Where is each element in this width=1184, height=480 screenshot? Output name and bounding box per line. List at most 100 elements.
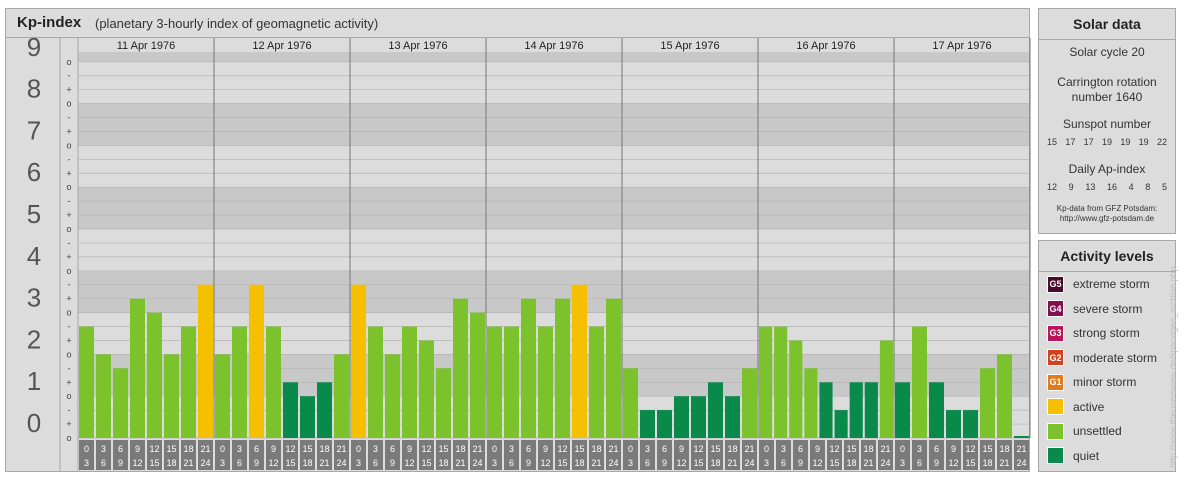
interval-end-label: 15 bbox=[965, 458, 975, 468]
sunspot-label: Sunspot number bbox=[1062, 117, 1152, 131]
interval-cell bbox=[130, 440, 145, 470]
kp-bar bbox=[164, 354, 179, 438]
kp-bar bbox=[470, 312, 485, 438]
interval-start-label: 6 bbox=[254, 444, 259, 454]
interval-start-label: 12 bbox=[829, 444, 839, 454]
kp-bar bbox=[640, 410, 655, 438]
interval-start-label: 12 bbox=[149, 444, 159, 454]
kp-band bbox=[78, 52, 1029, 62]
day-label: 15 Apr 1976 bbox=[660, 40, 719, 52]
y-minor-label: + bbox=[66, 126, 71, 136]
kp-bar bbox=[181, 326, 196, 438]
activity-levels-panel: Activity levels G5 extreme storm G4 severe … bbox=[1038, 240, 1176, 472]
kp-bar bbox=[774, 326, 788, 438]
legend-item: G3 strong storm bbox=[1047, 323, 1140, 343]
kp-bar bbox=[929, 382, 944, 438]
interval-cell bbox=[912, 440, 927, 470]
interval-start-label: 0 bbox=[356, 444, 361, 454]
interval-cell bbox=[215, 440, 230, 470]
interval-start-label: 3 bbox=[373, 444, 378, 454]
day-label: 14 Apr 1976 bbox=[524, 40, 583, 52]
interval-start-label: 18 bbox=[999, 444, 1009, 454]
y-tick-label: 4 bbox=[27, 241, 41, 271]
y-minor-label: o bbox=[66, 433, 71, 443]
carrington-line2: number 1640 bbox=[1071, 90, 1143, 104]
kp-bar bbox=[819, 382, 833, 438]
kp-bar bbox=[538, 326, 553, 438]
solar-data-panel: Solar data Solar cycle 20 Carrington rot… bbox=[1038, 8, 1176, 234]
kp-bar bbox=[368, 326, 383, 438]
credit-link[interactable]: http://www.gfz-potsdam.de bbox=[1059, 214, 1155, 223]
legend-swatch bbox=[1047, 447, 1064, 464]
legend-badge: G1 bbox=[1047, 373, 1064, 391]
kp-bar bbox=[113, 368, 128, 438]
interval-start-label: 3 bbox=[917, 444, 922, 454]
interval-end-label: 9 bbox=[118, 458, 123, 468]
ap-value: 9 bbox=[1068, 182, 1074, 192]
interval-cell bbox=[963, 440, 978, 470]
y-minor-label: o bbox=[66, 57, 71, 67]
interval-start-label: 15 bbox=[982, 444, 992, 454]
chart-subtitle: (planetary 3-hourly index of geomagnetic… bbox=[95, 16, 379, 31]
ap-value: 16 bbox=[1106, 182, 1117, 192]
interval-end-label: 24 bbox=[472, 458, 482, 468]
legend-label: quiet bbox=[1073, 448, 1100, 463]
y-minor-label: + bbox=[66, 168, 71, 178]
interval-end-label: 12 bbox=[268, 458, 278, 468]
y-minor-label: o bbox=[66, 99, 71, 109]
interval-start-label: 21 bbox=[608, 444, 618, 454]
interval-start-label: 15 bbox=[438, 444, 448, 454]
interval-start-label: 12 bbox=[693, 444, 703, 454]
kp-bar bbox=[606, 298, 621, 438]
interval-end-label: 6 bbox=[509, 458, 514, 468]
interval-cell bbox=[640, 440, 655, 470]
sunspot-value: 19 bbox=[1138, 137, 1149, 147]
legend-label: extreme storm bbox=[1073, 277, 1150, 291]
interval-start-label: 18 bbox=[455, 444, 465, 454]
interval-start-label: 12 bbox=[557, 444, 567, 454]
interval-end-label: 18 bbox=[710, 458, 720, 468]
interval-start-label: 3 bbox=[509, 444, 514, 454]
interval-start-label: 18 bbox=[591, 444, 601, 454]
kp-bar bbox=[997, 354, 1012, 438]
interval-cell bbox=[334, 440, 349, 470]
kp-bar bbox=[879, 340, 893, 438]
interval-end-label: 18 bbox=[982, 458, 992, 468]
y-minor-label: + bbox=[66, 294, 71, 304]
y-minor-label: - bbox=[68, 280, 71, 290]
sunspot-value: 17 bbox=[1065, 137, 1076, 147]
interval-start-label: 0 bbox=[492, 444, 497, 454]
day-label: 16 Apr 1976 bbox=[796, 40, 855, 52]
interval-end-label: 15 bbox=[285, 458, 295, 468]
interval-cell bbox=[861, 440, 876, 470]
interval-cell bbox=[1014, 440, 1029, 470]
y-tick-label: 2 bbox=[27, 324, 41, 354]
legend-item: G5 extreme storm bbox=[1047, 274, 1150, 294]
kp-bar bbox=[521, 298, 536, 438]
legend-label: moderate storm bbox=[1073, 350, 1158, 365]
interval-cell bbox=[113, 440, 128, 470]
interval-cell bbox=[317, 440, 332, 470]
kp-bar bbox=[130, 298, 145, 438]
legend-swatch bbox=[1047, 398, 1064, 415]
kp-band bbox=[78, 61, 1029, 104]
interval-end-label: 21 bbox=[999, 458, 1009, 468]
legend-item: unsettled bbox=[1047, 421, 1122, 441]
kp-bar bbox=[436, 368, 451, 438]
legend-label: strong storm bbox=[1073, 326, 1140, 340]
interval-cell bbox=[79, 440, 94, 470]
interval-end-label: 6 bbox=[237, 458, 242, 468]
kp-bar bbox=[804, 368, 818, 438]
ap-value: 12 bbox=[1047, 182, 1058, 192]
interval-end-label: 24 bbox=[880, 458, 890, 468]
carrington-line1: Carrington rotation bbox=[1057, 75, 1157, 89]
interval-end-label: 9 bbox=[254, 458, 259, 468]
y-minor-label: - bbox=[68, 113, 71, 123]
interval-start-label: 6 bbox=[662, 444, 667, 454]
interval-end-label: 9 bbox=[390, 458, 395, 468]
interval-cell bbox=[504, 440, 519, 470]
interval-end-label: 24 bbox=[1016, 458, 1026, 468]
interval-cell bbox=[368, 440, 383, 470]
ap-label: Daily Ap-index bbox=[1068, 162, 1146, 176]
interval-cell bbox=[606, 440, 621, 470]
